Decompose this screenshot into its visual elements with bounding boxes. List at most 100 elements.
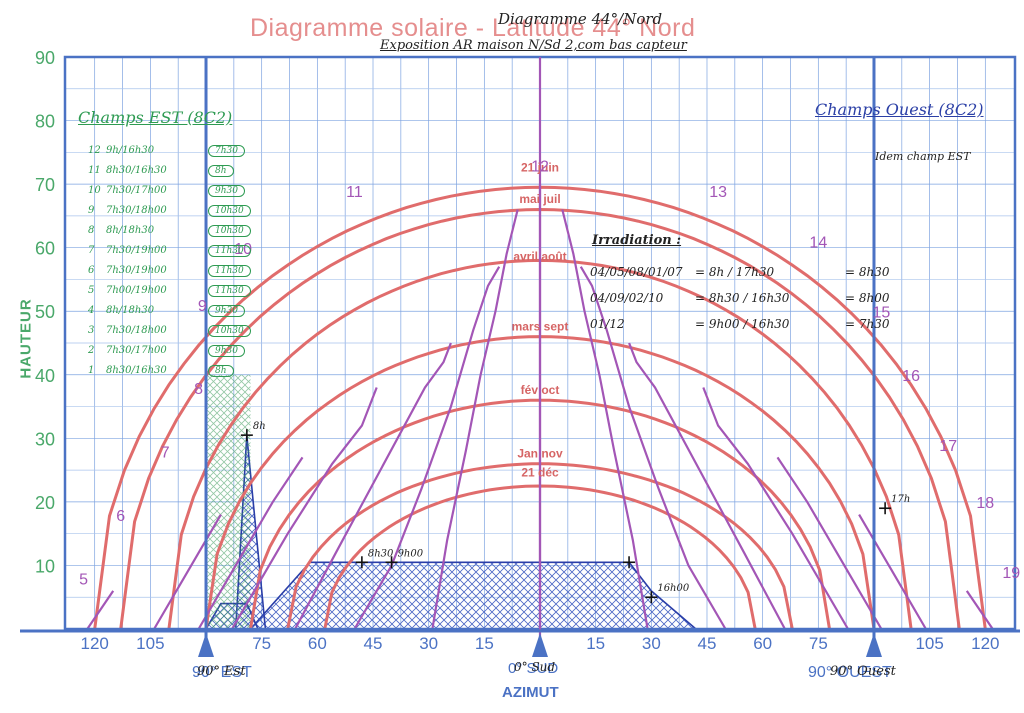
arrow-west bbox=[865, 633, 882, 657]
hour-curve-label: 18 bbox=[976, 495, 994, 512]
hour-curve bbox=[579, 266, 727, 630]
champ-est-duration: 10h30 bbox=[208, 205, 251, 217]
x-tick-label: 30 bbox=[642, 634, 661, 653]
hour-curve bbox=[965, 590, 994, 630]
hour-curve bbox=[702, 387, 849, 630]
hour-curve bbox=[153, 514, 222, 630]
champ-est-row: 3 7h30/18h00 10h30 bbox=[88, 325, 251, 337]
champ-est-range: 7h30/17h00 bbox=[106, 185, 167, 196]
irradiation-range: = 8h / 17h30 bbox=[695, 265, 775, 279]
west-axis-label: 90° OUEST bbox=[808, 664, 892, 681]
champ-est-range: 9h/16h30 bbox=[106, 145, 155, 156]
champ-est-range: 8h/18h30 bbox=[106, 225, 155, 236]
y-tick-label: 80 bbox=[35, 112, 55, 132]
hour-curve-label: 19 bbox=[1002, 565, 1020, 582]
irradiation-total: = 7h30 bbox=[845, 317, 890, 331]
hour-curve bbox=[628, 342, 786, 630]
champ-est-month: 9 bbox=[88, 205, 95, 216]
x-tick-label: 60 bbox=[308, 634, 327, 653]
champ-est-duration: 9h30 bbox=[208, 345, 245, 357]
champ-est-duration: 9h30 bbox=[208, 185, 245, 197]
y-tick-label: 30 bbox=[35, 429, 55, 449]
hour-curve-label: 13 bbox=[709, 184, 727, 201]
champ-est-row: 2 7h30/17h00 9h30 bbox=[88, 345, 245, 357]
x-tick-label: 45 bbox=[698, 634, 717, 653]
frame-layer bbox=[20, 55, 1020, 657]
hour-curve-label: 14 bbox=[809, 235, 827, 252]
irradiation-row: 04/09/02/10 = 8h30 / 16h30 = 8h00 bbox=[590, 291, 890, 305]
east-axis-label: 90° EST bbox=[192, 664, 252, 681]
shading-layer bbox=[204, 374, 699, 630]
hour-curve-label: 6 bbox=[116, 508, 125, 525]
x-tick-label: 30 bbox=[419, 634, 438, 653]
champ-est-range: 7h30/19h00 bbox=[106, 245, 167, 256]
hour-curve-label: 9 bbox=[198, 298, 207, 315]
hour-curve bbox=[858, 514, 927, 630]
marker-label: 17h bbox=[891, 494, 910, 505]
champ-est-range: 8h30/16h30 bbox=[106, 165, 167, 176]
y-tick-label: 40 bbox=[35, 366, 55, 386]
y-tick-label: 20 bbox=[35, 493, 55, 513]
champ-est-range: 8h/18h30 bbox=[106, 305, 155, 316]
y-axis-label: HAUTEUR bbox=[17, 298, 35, 379]
hour-curve bbox=[197, 456, 304, 630]
champ-est-duration: 9h30 bbox=[208, 305, 245, 317]
x-tick-label: 120 bbox=[971, 634, 999, 653]
hour-curve-label: 5 bbox=[79, 572, 88, 589]
champ-est-month: 5 bbox=[88, 285, 95, 296]
champ-est-row: 1 8h30/16h30 8h bbox=[88, 365, 234, 377]
x-tick-label: 75 bbox=[252, 634, 271, 653]
champ-est-month: 11 bbox=[88, 165, 101, 176]
marker-label: 16h00 bbox=[657, 583, 690, 594]
east-handwritten-label: 90° Est bbox=[197, 664, 246, 679]
champ-est-duration: 8h bbox=[208, 365, 234, 377]
champ-est-duration: 11h30 bbox=[208, 245, 251, 257]
champ-est-title: Champs EST (8C2) bbox=[78, 108, 233, 127]
date-curve-label: Jan nov bbox=[517, 446, 563, 460]
champ-ouest-title: Champs Ouest (8C2) bbox=[815, 100, 984, 119]
x-axis-label: AZIMUT bbox=[502, 684, 559, 701]
marker-label: 9h00 bbox=[398, 548, 424, 559]
date-curve-label: mai juil bbox=[519, 192, 560, 206]
champ-est-duration: 11h30 bbox=[208, 265, 251, 277]
champ-est-row: 10 7h30/17h00 9h30 bbox=[88, 185, 245, 197]
champ-est-range: 7h30/19h00 bbox=[106, 265, 167, 276]
date-curve-label: mars sept bbox=[512, 319, 569, 333]
irradiation-period: 04/09/02/10 bbox=[590, 291, 664, 305]
x-tick-label: 60 bbox=[753, 634, 772, 653]
date-curve-label: 21 déc bbox=[521, 465, 559, 479]
hour-curve bbox=[561, 209, 649, 630]
champ-est-range: 7h30/18h00 bbox=[106, 325, 167, 336]
champ-ouest-note: Idem champ EST bbox=[875, 150, 971, 163]
champ-est-duration: 10h30 bbox=[208, 325, 251, 337]
x-tick-label: 15 bbox=[475, 634, 494, 653]
y-tick-label: 70 bbox=[35, 175, 55, 195]
champ-est-month: 4 bbox=[88, 305, 95, 316]
y-tick-label: 60 bbox=[35, 239, 55, 259]
champ-est-row: 4 8h/18h30 9h30 bbox=[88, 305, 245, 317]
champ-est-duration: 8h bbox=[208, 165, 234, 177]
y-tick-label: 10 bbox=[35, 556, 55, 576]
arrow-south bbox=[532, 633, 548, 657]
irradiation-range: = 9h00 / 16h30 bbox=[695, 317, 790, 331]
irradiation-row: 01/12 = 9h00 / 16h30 = 7h30 bbox=[590, 317, 890, 331]
west-handwritten-label: 90° Ouest bbox=[830, 664, 896, 679]
hour-curve bbox=[86, 590, 115, 630]
hour-curve-label: 16 bbox=[902, 368, 920, 385]
champ-est-month: 6 bbox=[88, 265, 95, 276]
champ-est-row: 8 8h/18h30 10h30 bbox=[88, 225, 251, 237]
chart-title: Diagramme solaire - Latitude 44° Nord bbox=[250, 14, 696, 42]
hour-curve-label: 17 bbox=[939, 438, 957, 455]
y-tick-label: 90 bbox=[35, 48, 55, 68]
champ-est-duration: 7h30 bbox=[208, 145, 245, 157]
handwritten-title: Diagramme 44°/Nord bbox=[498, 10, 663, 28]
marker-label: 8h bbox=[253, 421, 266, 432]
shading-mask-sud-mask bbox=[248, 561, 699, 630]
date-curve-label: fév oct bbox=[521, 383, 560, 397]
hour-curve bbox=[431, 209, 519, 630]
champ-est-range: 8h30/16h30 bbox=[106, 365, 167, 376]
x-tick-label: 120 bbox=[81, 634, 109, 653]
hour-curve-label: 11 bbox=[346, 184, 363, 201]
champ-est-month: 8 bbox=[88, 225, 95, 236]
